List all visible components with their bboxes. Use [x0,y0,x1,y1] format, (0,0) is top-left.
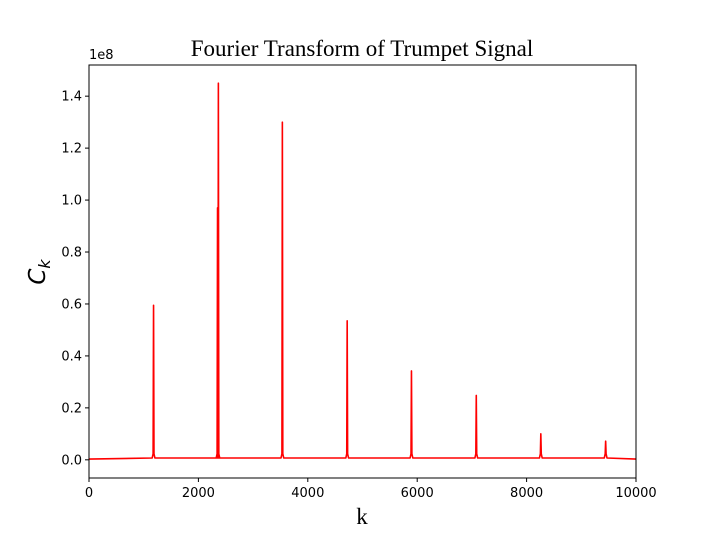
y-axis-label-main: C [25,269,51,285]
y-tick-label: 1.0 [61,194,82,209]
x-tick-label: 2000 [182,486,215,501]
x-tick-label: 0 [85,486,93,501]
x-tick-label: 10000 [615,486,656,501]
y-tick-label: 1.4 [61,90,82,105]
x-axis-label: k [356,504,368,529]
spectrum-line [88,82,637,460]
y-tick-label: 0.6 [61,297,82,312]
y-offset-label: 1e8 [89,48,114,63]
y-axis-label: Ck [25,259,54,285]
x-tick-label: 6000 [401,486,434,501]
x-tick-label: 4000 [291,486,324,501]
axes-frame [88,64,637,479]
chart-title: Fourier Transform of Trumpet Signal [191,36,533,61]
y-axis-label-subscript: k [35,259,54,269]
y-tick-label: 1.2 [61,142,82,157]
y-tick-label: 0.8 [61,246,82,261]
y-tick-label: 0.2 [61,401,82,416]
y-tick-label: 0.0 [61,453,82,468]
plot-area: 0 2000 4000 6000 8000 10000 0.0 0.2 0.4 0.6 0.8 1.0… [61,64,657,501]
y-tick-label: 0.4 [61,349,82,364]
x-tick-label: 8000 [510,486,543,501]
